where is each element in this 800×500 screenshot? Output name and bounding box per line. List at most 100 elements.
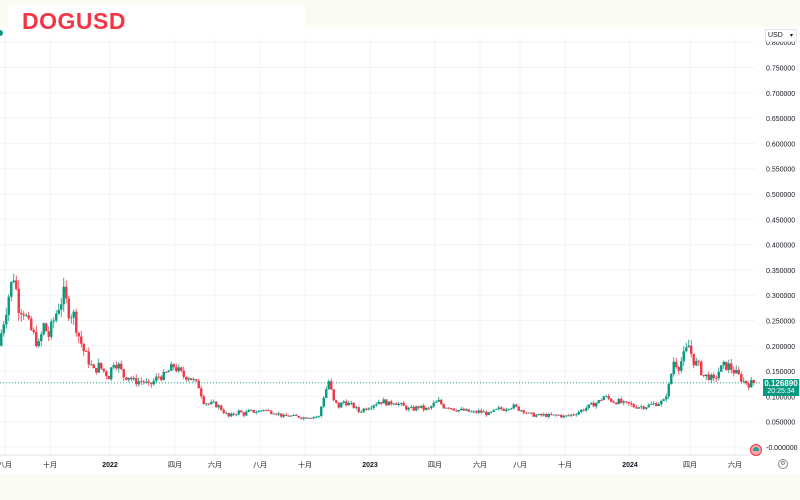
candle-body [145,381,148,383]
candle-body [45,323,48,332]
candle-body [572,414,575,416]
candle-body [277,413,280,415]
candle-body [140,381,143,383]
candle-body [317,416,320,417]
candle-body [575,414,578,416]
candle-body [557,414,560,416]
candle-body [422,405,425,410]
candle-body [542,414,545,416]
candle-body [280,413,283,417]
candle-body [427,407,430,409]
candle-body [390,401,393,405]
candle-body [715,377,718,379]
candle-body [650,404,653,405]
candle-body [37,341,40,347]
candle-body [122,369,125,378]
candle-body [377,402,380,405]
settings-gear-icon[interactable]: ⚙ [778,459,788,469]
candle-body [665,396,668,400]
candle-body [132,378,135,380]
candle-body [517,406,520,411]
candle-body [120,363,123,370]
candle-body [370,407,373,409]
candle-body [700,361,703,376]
candle-body [340,402,343,408]
candle-body [550,414,553,415]
candle-body [555,414,558,416]
candle-body [25,315,28,317]
y-tick-label: 0.200000 [766,344,795,351]
candle-body [410,406,413,408]
candle-body [17,289,20,313]
x-tick-label: 六月 [208,460,222,469]
y-tick-label: 0.650000 [766,116,795,123]
candle-body [435,401,438,403]
candle-body [320,406,323,417]
y-tick-label: 0.250000 [766,319,795,326]
candle-body [285,414,288,416]
candle-body [730,363,733,370]
candle-body [332,389,335,401]
candle-body [142,381,145,383]
candle-body [295,415,298,416]
candle-body [240,410,243,413]
candle-body [512,404,515,409]
candle-body [477,410,480,413]
candle-body [547,414,550,417]
candle-body [395,403,398,405]
candle-body [630,403,633,405]
title-box [8,5,305,35]
candle-body [692,353,695,366]
currency-flag-icon[interactable] [750,444,762,456]
candle-body [727,363,730,370]
candle-body [695,360,698,366]
candle-body [322,397,325,407]
candle-body [447,407,450,409]
candle-body [165,371,168,373]
candle-body [20,312,23,315]
y-tick-label: 0.150000 [766,369,795,376]
y-tick-label: 0.800000 [766,40,795,47]
candle-body [620,398,623,403]
candle-body [520,410,523,412]
y-tick-label: 0.350000 [766,268,795,275]
candle-body [292,415,295,416]
candle-body [507,408,510,410]
candle-body [62,286,65,305]
candle-body [687,345,690,348]
candle-body [472,411,475,413]
candle-body [587,404,590,408]
candle-body [552,414,555,416]
candle-body [637,407,640,409]
candle-body [592,402,595,407]
currency-dropdown[interactable]: USD ▾ [765,29,797,42]
candle-body [87,351,90,365]
candle-body [182,370,185,377]
candle-body [107,376,110,380]
candle-body [162,371,165,380]
y-tick-label: 0.300000 [766,293,795,300]
x-tick-label: 六月 [473,460,487,469]
candle-body [670,373,673,384]
candle-body [95,368,98,373]
candle-body [147,381,150,383]
candle-body [627,401,630,404]
y-tick-label: 0.700000 [766,91,795,98]
candle-body [290,415,293,417]
candle-body [347,402,350,406]
candle-body [437,399,440,402]
candle-body [222,410,225,414]
candle-body [75,311,78,333]
candle-body [225,412,228,414]
y-tick-label: 0.600000 [766,141,795,148]
candle-body [342,401,345,403]
candle-body [560,414,563,418]
candle-body [30,318,33,330]
candle-body [510,408,513,410]
candle-body [545,414,548,417]
x-tick-label: 十月 [43,460,57,469]
candle-body [495,408,498,410]
candle-body [157,376,160,378]
x-tick-label: 八月 [0,461,12,469]
